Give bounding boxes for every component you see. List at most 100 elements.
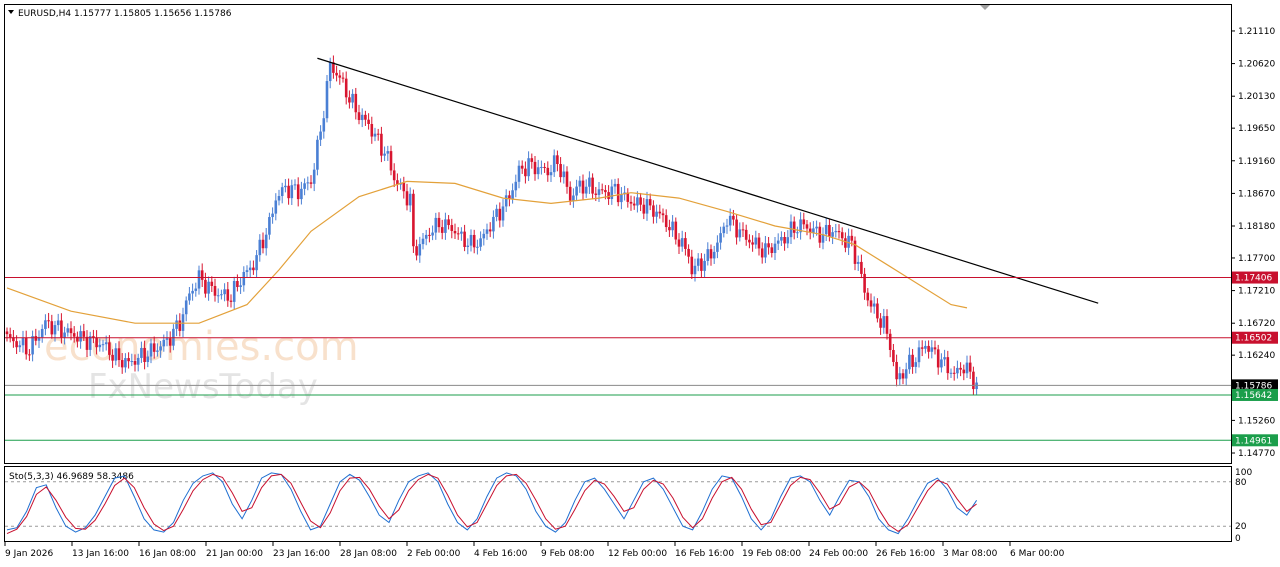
candle-body <box>770 247 774 253</box>
candle <box>194 282 198 297</box>
candle <box>472 229 476 254</box>
candle <box>882 308 886 334</box>
candle-body <box>933 347 937 350</box>
candle-body <box>277 196 281 201</box>
candle <box>15 335 18 354</box>
level-price-tag <box>1232 434 1278 447</box>
candle <box>469 229 473 252</box>
candle <box>888 329 892 358</box>
candle-body <box>85 336 89 350</box>
candle <box>72 326 76 343</box>
candle <box>514 174 518 198</box>
candle <box>885 309 889 340</box>
candle-body <box>392 170 396 181</box>
stochastic-main-line <box>6 472 978 535</box>
candle <box>447 215 450 230</box>
candle-body <box>636 197 639 206</box>
candle-body <box>706 249 710 261</box>
candle <box>722 222 726 238</box>
candle <box>616 178 620 207</box>
candle <box>357 104 361 125</box>
candle <box>200 263 204 288</box>
candle <box>354 87 358 120</box>
candle-body <box>860 261 863 274</box>
candle-body <box>677 239 681 247</box>
candle-body <box>386 151 390 154</box>
candle <box>348 90 351 109</box>
candle-body <box>95 337 98 348</box>
candle <box>495 204 498 222</box>
candle-body <box>613 183 617 187</box>
candle-body <box>428 234 431 236</box>
x-axis-tick-label: 16 Jan 08:00 <box>139 549 196 559</box>
candle <box>114 343 118 366</box>
candle-body <box>508 195 511 200</box>
candle-body <box>268 217 271 235</box>
candle-body <box>261 239 265 249</box>
candle <box>392 163 396 188</box>
candle <box>840 227 844 246</box>
candle-body <box>290 185 294 199</box>
candle <box>869 293 873 313</box>
dropdown-arrow-icon[interactable] <box>8 10 14 14</box>
candle <box>847 228 850 256</box>
stochastic-tick-label: 20 <box>1235 522 1247 532</box>
candle <box>108 335 111 361</box>
candle <box>933 340 937 355</box>
candle-body <box>719 233 722 243</box>
candle-body <box>466 245 470 247</box>
candle <box>338 69 342 85</box>
candle <box>540 160 543 175</box>
candle-body <box>485 229 489 234</box>
candle-body <box>258 239 262 256</box>
candle-body <box>98 344 102 348</box>
candle-body <box>28 354 31 356</box>
candle <box>204 272 207 298</box>
candle <box>776 233 780 251</box>
candle-body <box>456 233 460 235</box>
candle-body <box>645 199 649 214</box>
candle <box>738 222 742 242</box>
candle <box>28 349 31 361</box>
candle-body <box>460 231 463 234</box>
candle-body <box>911 354 914 367</box>
candle <box>853 236 857 271</box>
candle <box>549 164 553 182</box>
candle <box>732 209 735 226</box>
candle <box>674 217 678 245</box>
candle <box>370 116 374 144</box>
candle-body <box>876 303 879 319</box>
candle-body <box>808 228 812 233</box>
candle-body <box>248 267 252 271</box>
candle <box>652 200 655 224</box>
candle-body <box>754 237 758 245</box>
candle-body <box>44 320 47 329</box>
candle <box>501 199 505 227</box>
candle-body <box>796 232 799 234</box>
candle-body <box>271 213 274 218</box>
candle <box>431 225 434 241</box>
candle-body <box>434 217 438 233</box>
candle-body <box>581 180 585 194</box>
candle <box>184 296 188 322</box>
candle <box>421 232 425 250</box>
candle-body <box>520 165 524 169</box>
candle <box>575 179 578 202</box>
candle-body <box>760 248 764 258</box>
candle-body <box>716 242 719 252</box>
candle-body <box>92 336 95 338</box>
scroll-marker-icon[interactable] <box>980 5 990 10</box>
candle-body <box>367 119 370 125</box>
candle <box>226 281 230 307</box>
candle-body <box>24 337 28 355</box>
candle-body <box>562 171 566 178</box>
candle-body <box>229 300 233 302</box>
candle <box>556 150 559 172</box>
candle-body <box>447 219 450 226</box>
candle <box>111 349 114 368</box>
candle-body <box>463 231 466 247</box>
candle-body <box>959 367 962 370</box>
candle-body <box>904 369 908 379</box>
candle-body <box>792 221 796 233</box>
candle-body <box>844 238 847 248</box>
